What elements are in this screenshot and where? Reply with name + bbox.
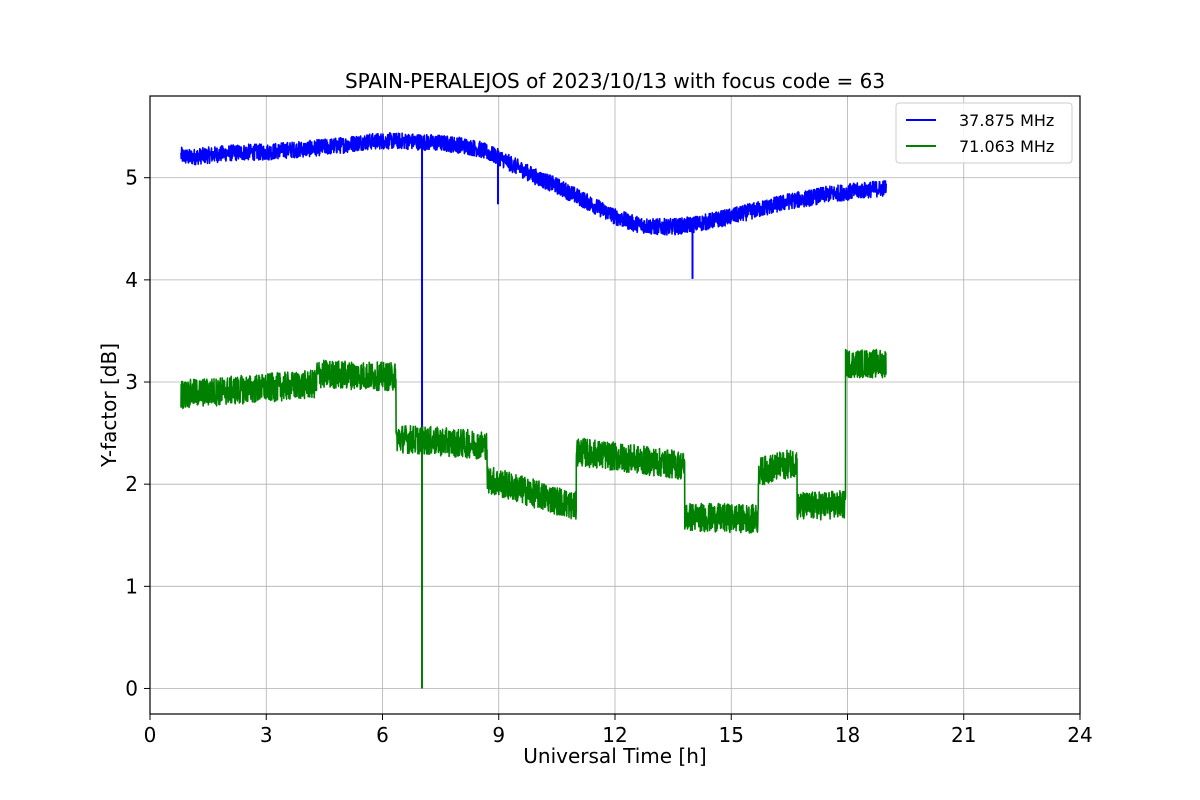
x-tick-label: 24 — [1067, 723, 1092, 747]
y-tick-label: 3 — [125, 370, 138, 394]
series-line — [180, 132, 887, 236]
legend-entry: 71.063 MHz — [959, 137, 1054, 156]
legend-entry: 37.875 MHz — [959, 111, 1054, 130]
y-tick-label: 4 — [125, 268, 138, 292]
y-tick-label: 5 — [125, 166, 138, 190]
series-layer — [180, 132, 887, 689]
legend-box — [895, 102, 1073, 164]
y-tick-label: 0 — [125, 676, 138, 700]
legend: 37.875 MHz 71.063 MHz — [895, 102, 1073, 164]
y-tick-label: 2 — [125, 472, 138, 496]
x-tick-label: 9 — [492, 723, 505, 747]
y-axis-label: Y-factor [dB] — [97, 343, 121, 468]
x-tick-label: 15 — [719, 723, 744, 747]
x-axis-label: Universal Time [h] — [523, 744, 706, 768]
chart-title: SPAIN-PERALEJOS of 2023/10/13 with focus… — [345, 69, 885, 93]
y-tick-label: 1 — [125, 574, 138, 598]
x-tick-label: 3 — [260, 723, 273, 747]
series-2 — [180, 348, 887, 689]
x-tick-label: 21 — [951, 723, 976, 747]
x-tick-label: 18 — [835, 723, 860, 747]
x-tick-label: 12 — [602, 723, 627, 747]
x-tick-label: 0 — [144, 723, 157, 747]
series-line — [180, 348, 887, 534]
x-tick-label: 6 — [376, 723, 389, 747]
